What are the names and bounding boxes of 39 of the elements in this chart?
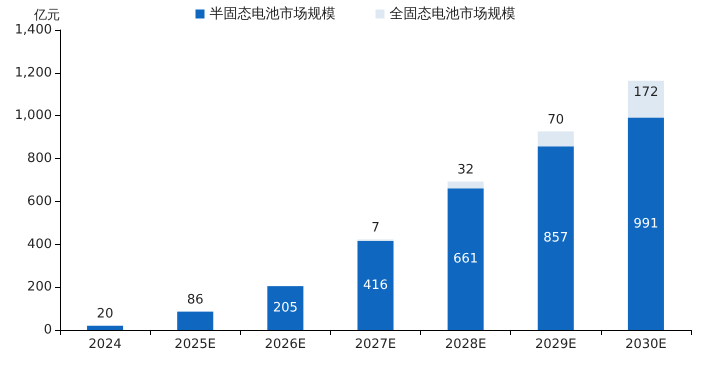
y-axis-title: 亿元 — [33, 8, 60, 23]
data-label: 70 — [548, 112, 564, 128]
x-tick-label: 2027E — [354, 337, 396, 352]
data-label: 86 — [186, 292, 204, 308]
data-label: 991 — [634, 216, 658, 232]
legend-label: 半固态电池市场规模 — [210, 6, 336, 22]
bar — [357, 240, 394, 330]
y-tick-label: 600 — [27, 194, 52, 209]
bar — [538, 131, 574, 146]
data-label: 857 — [543, 230, 568, 246]
bar — [177, 312, 214, 330]
x-tick-label: 2025E — [174, 337, 216, 352]
data-label: 205 — [272, 300, 298, 316]
y-tick-label: 1,200 — [14, 65, 52, 80]
bar — [87, 326, 124, 330]
y-tick-label: 1,000 — [14, 108, 52, 124]
bar — [267, 286, 304, 330]
x-tick-label: 2030E — [625, 337, 667, 352]
bar — [448, 182, 484, 188]
data-label: 172 — [634, 84, 658, 100]
y-tick-label: 0 — [44, 322, 52, 338]
data-label: 20 — [96, 306, 114, 322]
data-label: 416 — [363, 278, 388, 293]
data-label: 661 — [453, 252, 478, 267]
x-tick-label: 2024 — [88, 337, 122, 352]
bar — [628, 80, 664, 118]
bar — [538, 146, 574, 330]
data-label: 32 — [457, 162, 474, 178]
y-tick-label: 1,400 — [14, 22, 52, 38]
x-tick-label: 2029E — [535, 337, 576, 352]
y-tick-label: 200 — [27, 280, 52, 295]
x-tick-label: 2028E — [444, 337, 486, 352]
y-tick-label: 400 — [27, 236, 52, 252]
y-tick-label: 800 — [27, 151, 52, 166]
data-label: 7 — [371, 220, 380, 236]
x-tick-label: 2026E — [264, 337, 306, 352]
legend-label: 全固态电池市场规模 — [390, 6, 516, 22]
bar — [448, 188, 484, 330]
bar — [628, 118, 664, 330]
